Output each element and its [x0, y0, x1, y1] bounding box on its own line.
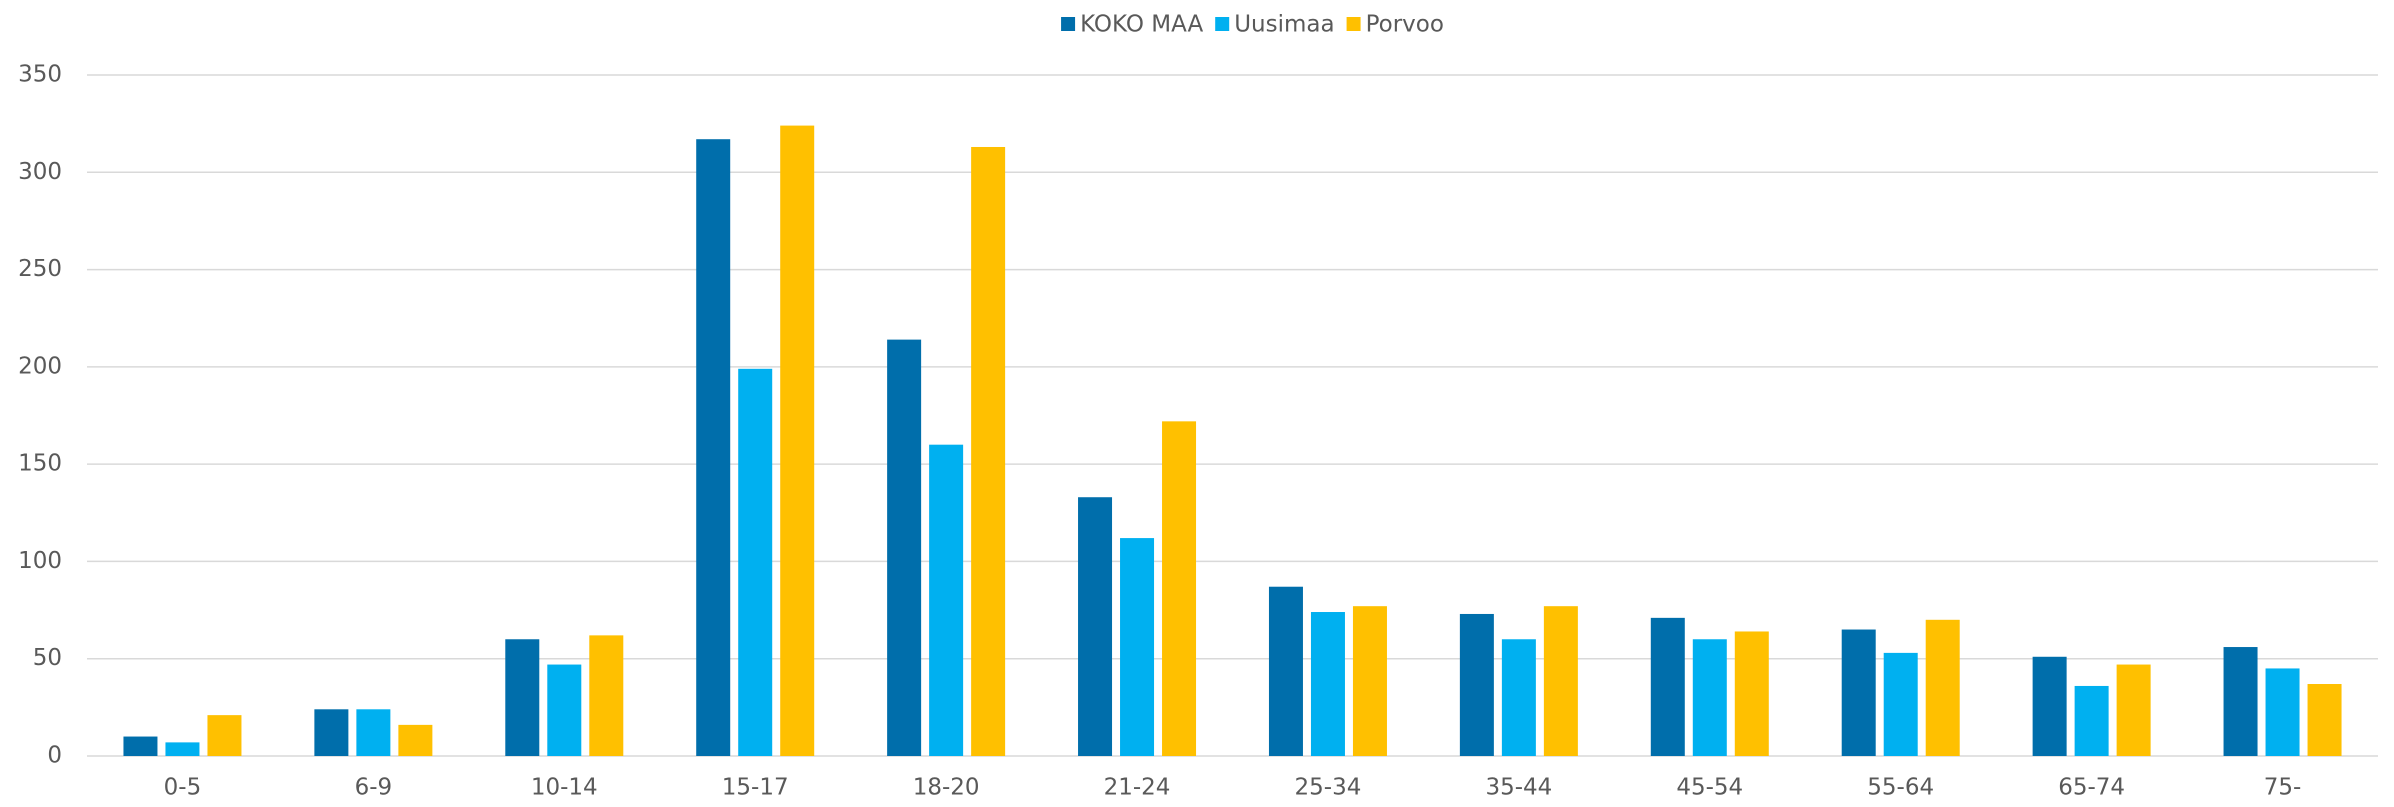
legend-swatch: [1215, 17, 1230, 31]
legend-label: KOKO MAA: [1080, 12, 1203, 38]
x-tick-label: 21-24: [1104, 775, 1171, 801]
bar: [1650, 617, 1685, 756]
bar: [780, 125, 815, 757]
bar: [1459, 613, 1494, 756]
bar: [2032, 656, 2067, 756]
bar: [165, 742, 200, 756]
legend-label: Porvoo: [1366, 12, 1444, 38]
y-tick-label: 350: [18, 62, 62, 88]
y-tick-label: 150: [18, 451, 62, 477]
bar: [356, 709, 391, 756]
bar: [1501, 639, 1536, 756]
bar: [696, 139, 731, 757]
y-tick-label: 300: [18, 159, 62, 185]
bar: [1841, 629, 1876, 756]
y-tick-label: 200: [18, 353, 62, 379]
y-tick-label: 0: [47, 743, 62, 769]
bar: [1120, 538, 1155, 756]
bar: [589, 635, 624, 756]
bar: [2265, 668, 2300, 756]
x-tick-label: 6-9: [355, 775, 393, 801]
bar: [887, 339, 922, 756]
y-tick-label: 50: [33, 645, 62, 671]
bar: [1078, 497, 1113, 756]
bar: [207, 715, 242, 756]
x-tick-label: 18-20: [913, 775, 980, 801]
bar: [1310, 612, 1345, 756]
x-tick-label: 55-64: [1867, 775, 1934, 801]
bar: [398, 724, 433, 756]
bar: [505, 639, 540, 756]
x-tick-label: 65-74: [2058, 775, 2125, 801]
bar: [547, 664, 582, 756]
bar: [1692, 639, 1727, 756]
bar: [971, 146, 1006, 756]
x-tick-label: 35-44: [1485, 775, 1552, 801]
bar: [2074, 685, 2109, 756]
bar: [314, 709, 349, 756]
legend-swatch: [1346, 17, 1361, 31]
y-tick-label: 250: [18, 256, 62, 282]
x-tick-label: 75-: [2264, 775, 2302, 801]
bar: [1352, 606, 1387, 756]
bar: [1734, 631, 1769, 756]
bar: [1883, 652, 1918, 756]
x-tick-label: 0-5: [164, 775, 202, 801]
bar: [2116, 664, 2151, 756]
y-tick-label: 100: [18, 548, 62, 574]
x-tick-label: 25-34: [1295, 775, 1362, 801]
x-tick-label: 10-14: [531, 775, 598, 801]
legend-swatch: [1061, 17, 1076, 31]
bar: [1543, 606, 1578, 756]
bar: [123, 736, 158, 756]
legend-label: Uusimaa: [1234, 12, 1334, 38]
bar: [1162, 421, 1197, 756]
bar: [738, 368, 773, 756]
x-tick-label: 15-17: [722, 775, 789, 801]
x-tick-label: 45-54: [1676, 775, 1743, 801]
bar: [1268, 586, 1303, 756]
bar: [929, 444, 964, 756]
bar: [1925, 619, 1960, 756]
bar: [2307, 684, 2342, 756]
bar: [2223, 647, 2258, 756]
